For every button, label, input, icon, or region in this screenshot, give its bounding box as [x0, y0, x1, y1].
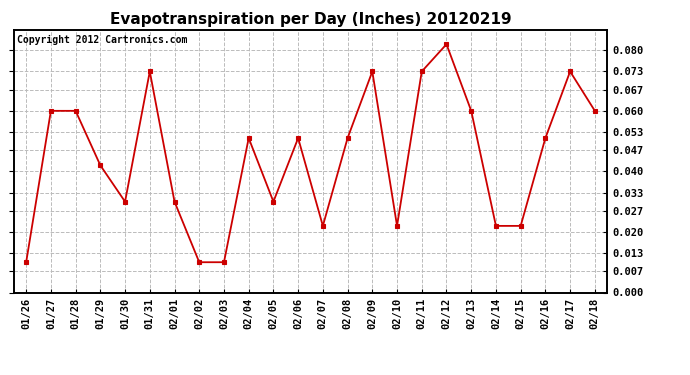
Text: Copyright 2012 Cartronics.com: Copyright 2012 Cartronics.com [17, 35, 187, 45]
Title: Evapotranspiration per Day (Inches) 20120219: Evapotranspiration per Day (Inches) 2012… [110, 12, 511, 27]
